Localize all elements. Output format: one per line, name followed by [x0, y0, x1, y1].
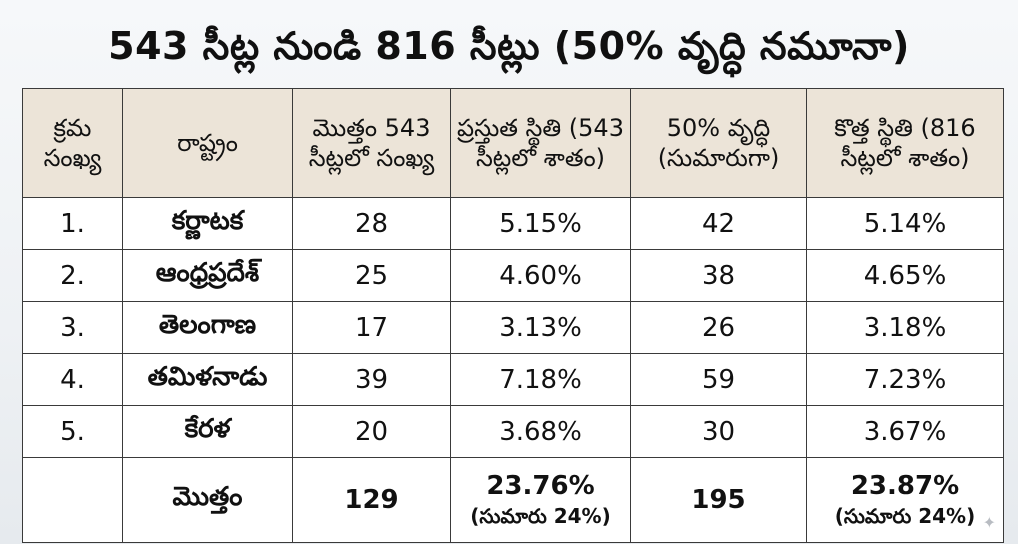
cell-state: తమిళనాడు — [122, 353, 293, 406]
cell-seats: 39 — [292, 353, 451, 406]
table-header-row: క్రమ సంఖ్య రాష్ట్రం మొత్తం 543 సీట్లలో స… — [22, 88, 1004, 198]
header-serial: క్రమ సంఖ్య — [22, 88, 123, 198]
cell-current-pct: 7.18% — [450, 353, 631, 406]
total-row: మొత్తం 129 23.76% (సుమారు 24%) 195 23.87… — [22, 457, 1004, 543]
cell-serial: 3. — [22, 301, 123, 354]
cell-new-pct: 5.14% — [806, 197, 1004, 250]
total-current-pct: 23.76% — [486, 471, 595, 501]
cell-current-pct: 5.15% — [450, 197, 631, 250]
table-row: 2. ఆంధ్రప్రదేశ్ 25 4.60% 38 4.65% — [22, 249, 1004, 302]
cell-state: ఆంధ్రప్రదేశ్ — [122, 249, 293, 302]
seat-growth-table: క్రమ సంఖ్య రాష్ట్రం మొత్తం 543 సీట్లలో స… — [22, 88, 1004, 543]
cell-current-pct: 4.60% — [450, 249, 631, 302]
total-new-pct: 23.87% — [850, 471, 960, 501]
cell-new-pct: 3.67% — [806, 405, 1004, 458]
table-row: 4. తమిళనాడు 39 7.18% 59 7.23% — [22, 353, 1004, 406]
cell-growth: 30 — [630, 405, 807, 458]
cell-new-pct: 3.18% — [806, 301, 1004, 354]
cell-seats: 28 — [292, 197, 451, 250]
header-seats: మొత్తం 543 సీట్లలో సంఖ్య — [292, 88, 451, 198]
cell-growth: 38 — [630, 249, 807, 302]
total-current-pct-cell: 23.76% (సుమారు 24%) — [450, 457, 631, 543]
cell-new-pct: 7.23% — [806, 353, 1004, 406]
table-row: 5. కేరళ 20 3.68% 30 3.67% — [22, 405, 1004, 458]
total-growth: 195 — [630, 457, 807, 543]
cell-serial: 1. — [22, 197, 123, 250]
cell-seats: 20 — [292, 405, 451, 458]
table-row: 1. కర్ణాటక 28 5.15% 42 5.14% — [22, 197, 1004, 250]
total-label: మొత్తం — [122, 457, 293, 543]
cell-state: తెలంగాణ — [122, 301, 293, 354]
cell-state: కర్ణాటక — [122, 197, 293, 250]
table-row: 3. తెలంగాణ 17 3.13% 26 3.18% — [22, 301, 1004, 354]
total-seats: 129 — [292, 457, 451, 543]
header-state: రాష్ట్రం — [122, 88, 293, 198]
sparkle-icon: ✦ — [982, 513, 996, 532]
header-new-pct: కొత్త స్థితి (816 సీట్లలో శాతం) — [806, 88, 1004, 198]
cell-growth: 26 — [630, 301, 807, 354]
header-current-pct: ప్రస్తుత స్థితి (543 సీట్లలో శాతం) — [450, 88, 631, 198]
cell-serial: 2. — [22, 249, 123, 302]
cell-serial: 5. — [22, 405, 123, 458]
cell-seats: 17 — [292, 301, 451, 354]
cell-growth: 59 — [630, 353, 807, 406]
cell-state: కేరళ — [122, 405, 293, 458]
total-new-pct-cell: 23.87% (సుమారు 24%) — [806, 457, 1004, 543]
page-title: 543 సీట్ల నుండి 816 సీట్లు (50% వృద్ధి న… — [108, 24, 910, 68]
cell-current-pct: 3.13% — [450, 301, 631, 354]
cell-serial-empty — [22, 457, 123, 543]
cell-current-pct: 3.68% — [450, 405, 631, 458]
cell-serial: 4. — [22, 353, 123, 406]
total-current-approx: (సుమారు 24%) — [470, 504, 611, 528]
header-growth: 50% వృద్ధి (సుమారుగా) — [630, 88, 807, 198]
cell-seats: 25 — [292, 249, 451, 302]
cell-new-pct: 4.65% — [806, 249, 1004, 302]
total-new-approx: (సుమారు 24%) — [834, 504, 976, 528]
cell-growth: 42 — [630, 197, 807, 250]
